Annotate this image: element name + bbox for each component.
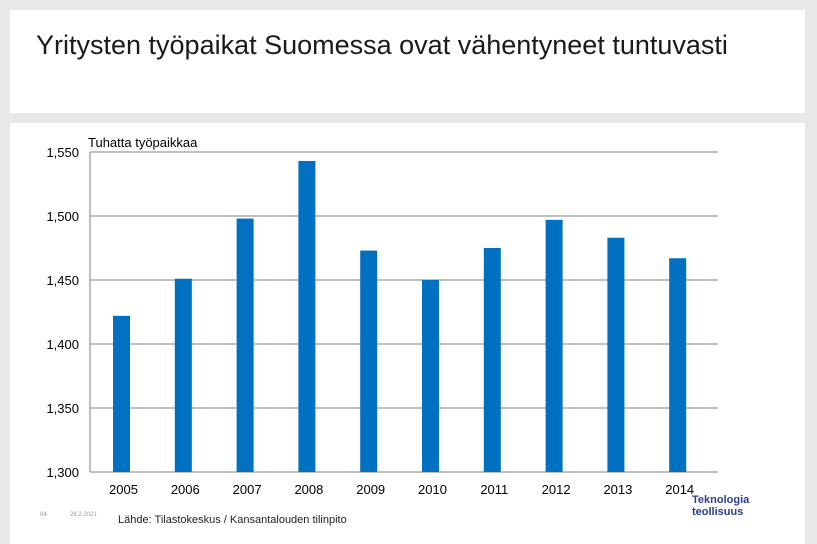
x-axis-ticks: 2005 2006 2007 2008 2009 2010 2011 2012 2013 2014	[109, 482, 694, 497]
bar-2013	[607, 237, 625, 472]
x-tick-label: 2014	[665, 482, 694, 497]
y-axis-unit-label: Tuhatta työpaikkaa	[88, 135, 198, 150]
y-tick-label: 1,350	[46, 401, 79, 416]
x-tick-label: 2005	[109, 482, 138, 497]
logo-text-line2: teollisuus	[692, 506, 744, 518]
bar-2011	[483, 248, 501, 472]
x-tick-label: 2007	[233, 482, 262, 497]
page-number: 84	[40, 512, 47, 518]
y-tick-label: 1,500	[46, 209, 79, 224]
slide-date: 28.2.2021	[70, 512, 97, 518]
bar-2008	[298, 160, 316, 472]
bar-2009	[360, 250, 378, 472]
title-panel: Yritysten työpaikat Suomessa ovat vähent…	[10, 10, 805, 113]
company-logo: Teknologia teollisuus	[692, 494, 792, 518]
x-tick-label: 2008	[294, 482, 323, 497]
y-tick-label: 1,450	[46, 273, 79, 288]
bar-2010	[422, 280, 439, 472]
x-tick-label: 2012	[542, 482, 571, 497]
x-tick-label: 2010	[418, 482, 447, 497]
y-tick-label: 1,300	[46, 465, 79, 480]
bars	[113, 160, 687, 472]
bar-2005	[113, 315, 130, 472]
source-note: Lähde: Tilastokeskus / Kansantalouden ti…	[118, 514, 347, 526]
slide-title: Yritysten työpaikat Suomessa ovat vähent…	[36, 30, 728, 60]
y-tick-label: 1,550	[46, 145, 79, 160]
x-tick-label: 2011	[480, 482, 508, 497]
bar-2014	[669, 258, 687, 472]
y-tick-label: 1,400	[46, 337, 79, 352]
y-axis-ticks: 1,300 1,350 1,400 1,450 1,500 1,550	[46, 145, 79, 480]
x-tick-label: 2013	[603, 482, 632, 497]
bar-2012	[545, 219, 563, 472]
bar-2007	[236, 218, 254, 472]
logo-text-line1: Teknologia	[692, 494, 750, 506]
bar-2006	[174, 278, 192, 472]
x-tick-label: 2006	[171, 482, 200, 497]
x-tick-label: 2009	[356, 482, 385, 497]
